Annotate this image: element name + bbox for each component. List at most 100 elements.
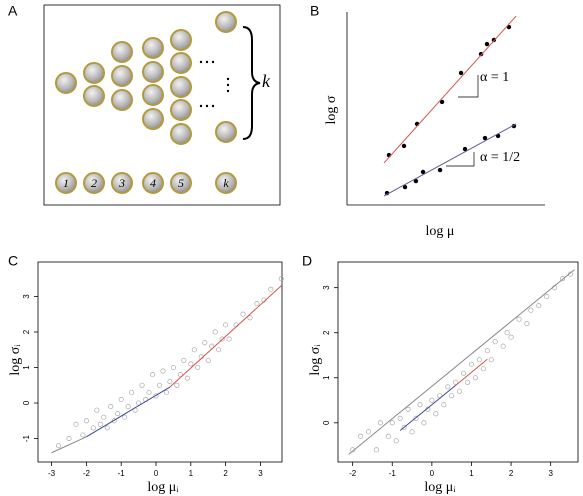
data-point — [413, 415, 419, 421]
panel-label: A — [8, 3, 18, 19]
data-point — [125, 404, 131, 410]
data-point — [205, 357, 211, 363]
data-point — [560, 276, 566, 282]
data-point — [464, 379, 471, 385]
coin — [55, 72, 77, 94]
data-point — [55, 443, 62, 449]
ellipsis — [199, 60, 230, 108]
data-point — [468, 361, 475, 367]
y-tick-label: 0 — [22, 400, 31, 405]
data-point — [97, 421, 103, 427]
y-axis-label: log σᵢ — [308, 344, 323, 376]
data-point — [420, 169, 426, 175]
plot-frame — [337, 261, 579, 463]
x-tick-label: -2 — [349, 469, 357, 478]
coin — [83, 62, 105, 84]
data-point — [139, 382, 145, 388]
data-point — [439, 99, 445, 105]
data-point — [393, 438, 399, 444]
data-point — [476, 357, 482, 363]
data-point — [191, 347, 197, 353]
data-point — [83, 418, 89, 424]
data-point — [202, 340, 208, 346]
data-point — [216, 347, 222, 353]
data-point — [373, 447, 379, 453]
data-point — [174, 382, 180, 388]
coin — [83, 85, 105, 107]
coin — [170, 52, 192, 74]
x-tick-label: -1 — [389, 469, 397, 478]
data-point — [66, 436, 72, 442]
fit-line — [348, 269, 575, 455]
data-point — [405, 406, 411, 412]
panel-label: B — [310, 3, 319, 19]
data-point — [453, 379, 459, 385]
data-point — [212, 329, 218, 335]
coin — [55, 172, 77, 194]
coin — [170, 172, 192, 194]
data-point — [429, 397, 435, 403]
data-point — [209, 343, 215, 349]
fit-line — [455, 358, 488, 386]
coin — [142, 84, 164, 106]
annotation: α = 1/2 — [480, 150, 520, 165]
data-point — [278, 276, 284, 282]
brace — [242, 26, 261, 140]
data-point — [377, 420, 383, 426]
coin — [142, 37, 164, 59]
y-tick-label: 3 — [22, 294, 31, 299]
data-point — [457, 388, 463, 394]
data-point — [385, 433, 391, 439]
data-point — [458, 70, 464, 76]
data-point — [401, 143, 407, 149]
data-point — [516, 316, 522, 322]
data-point — [188, 361, 194, 367]
coin-label: 2 — [91, 176, 97, 190]
coin — [215, 121, 237, 143]
data-point — [401, 424, 407, 430]
data-point — [153, 393, 159, 399]
x-axis-label: log μ — [426, 224, 455, 239]
data-point — [177, 372, 183, 378]
data-point — [409, 429, 415, 435]
data-point — [437, 167, 443, 173]
coin — [111, 172, 133, 194]
data-point — [506, 24, 512, 30]
x-tick-label: -1 — [118, 469, 126, 478]
coin — [111, 41, 133, 63]
data-point — [460, 370, 467, 376]
coin — [170, 76, 192, 98]
data-point — [365, 429, 372, 435]
coin-label: 1 — [63, 176, 69, 190]
y-axis-label: log σᵢ — [8, 344, 23, 376]
data-point — [146, 389, 152, 395]
data-point — [73, 421, 79, 427]
coin — [111, 89, 133, 111]
data-point — [433, 411, 439, 417]
data-point — [184, 375, 190, 381]
data-point — [478, 51, 484, 57]
x-axis-label: log μᵢ — [147, 480, 179, 495]
data-point — [170, 364, 176, 371]
data-point — [254, 301, 260, 307]
data-point — [268, 286, 274, 292]
coin-label: 5 — [178, 176, 184, 190]
data-point — [484, 348, 490, 354]
coin — [142, 108, 164, 130]
data-point — [149, 372, 156, 378]
y-tick-label: 2 — [22, 329, 31, 334]
x-tick-label: -2 — [83, 469, 91, 478]
fit-line — [169, 285, 282, 388]
data-point — [524, 321, 530, 327]
coin — [142, 172, 164, 194]
data-point — [247, 315, 253, 321]
coin — [215, 11, 237, 33]
data-point — [358, 433, 364, 439]
fit-line — [51, 436, 87, 454]
fit-line — [383, 15, 517, 164]
coin — [170, 29, 192, 51]
data-point — [226, 336, 232, 342]
data-point — [500, 343, 506, 349]
coin — [170, 99, 192, 121]
panel-label: C — [8, 253, 18, 269]
